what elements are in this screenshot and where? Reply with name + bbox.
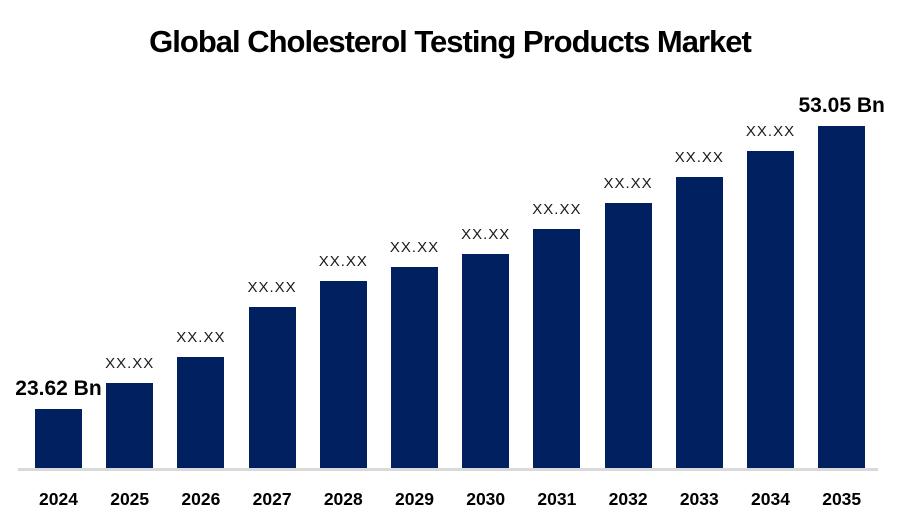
x-tick-2026: 2026	[181, 489, 221, 509]
bar-2032	[604, 203, 652, 468]
value-label-2029: XX.XX	[389, 238, 440, 256]
x-tick-2030: 2030	[466, 489, 506, 509]
bar-2027	[248, 307, 296, 468]
value-label-2032: XX.XX	[603, 174, 653, 192]
value-label-2025: XX.XX	[105, 354, 155, 372]
value-label-2028: XX.XX	[318, 252, 368, 270]
bar-2028	[319, 281, 367, 468]
value-label-2034: XX.XX	[745, 122, 796, 140]
bar-2035	[818, 126, 866, 468]
x-tick-2029: 2029	[395, 489, 434, 509]
bar-2026	[177, 357, 225, 468]
bar-2029	[391, 267, 438, 468]
x-tick-2031: 2031	[537, 489, 577, 509]
value-label-2026: XX.XX	[176, 328, 226, 346]
x-tick-2034: 2034	[751, 489, 790, 509]
x-tick-2035: 2035	[822, 489, 862, 509]
value-label-2030: XX.XX	[461, 225, 511, 243]
x-tick-2027: 2027	[252, 489, 292, 509]
value-label-2035: 53.05 Bn	[798, 93, 885, 117]
x-tick-2025: 2025	[110, 489, 150, 509]
chart-title: Global Cholesterol Testing Products Mark…	[149, 24, 752, 59]
x-axis-baseline	[18, 468, 878, 471]
x-tick-2032: 2032	[608, 489, 648, 509]
bar-2030	[462, 254, 510, 468]
bar-2031	[533, 229, 581, 468]
x-tick-2024: 2024	[39, 489, 78, 509]
bar-2033	[675, 177, 723, 468]
value-label-2033: XX.XX	[674, 148, 724, 166]
bar-2025	[106, 383, 154, 468]
value-label-2024: 23.62 Bn	[15, 376, 102, 400]
bar-2024	[35, 409, 82, 468]
bar-2034	[747, 151, 794, 468]
x-tick-2033: 2033	[679, 489, 719, 509]
x-tick-2028: 2028	[323, 489, 363, 509]
value-label-2027: XX.XX	[247, 278, 297, 296]
value-label-2031: XX.XX	[532, 200, 582, 218]
